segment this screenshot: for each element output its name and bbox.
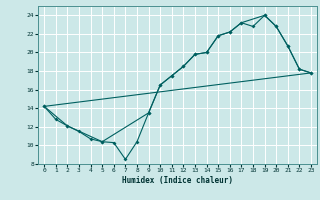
X-axis label: Humidex (Indice chaleur): Humidex (Indice chaleur): [122, 176, 233, 185]
